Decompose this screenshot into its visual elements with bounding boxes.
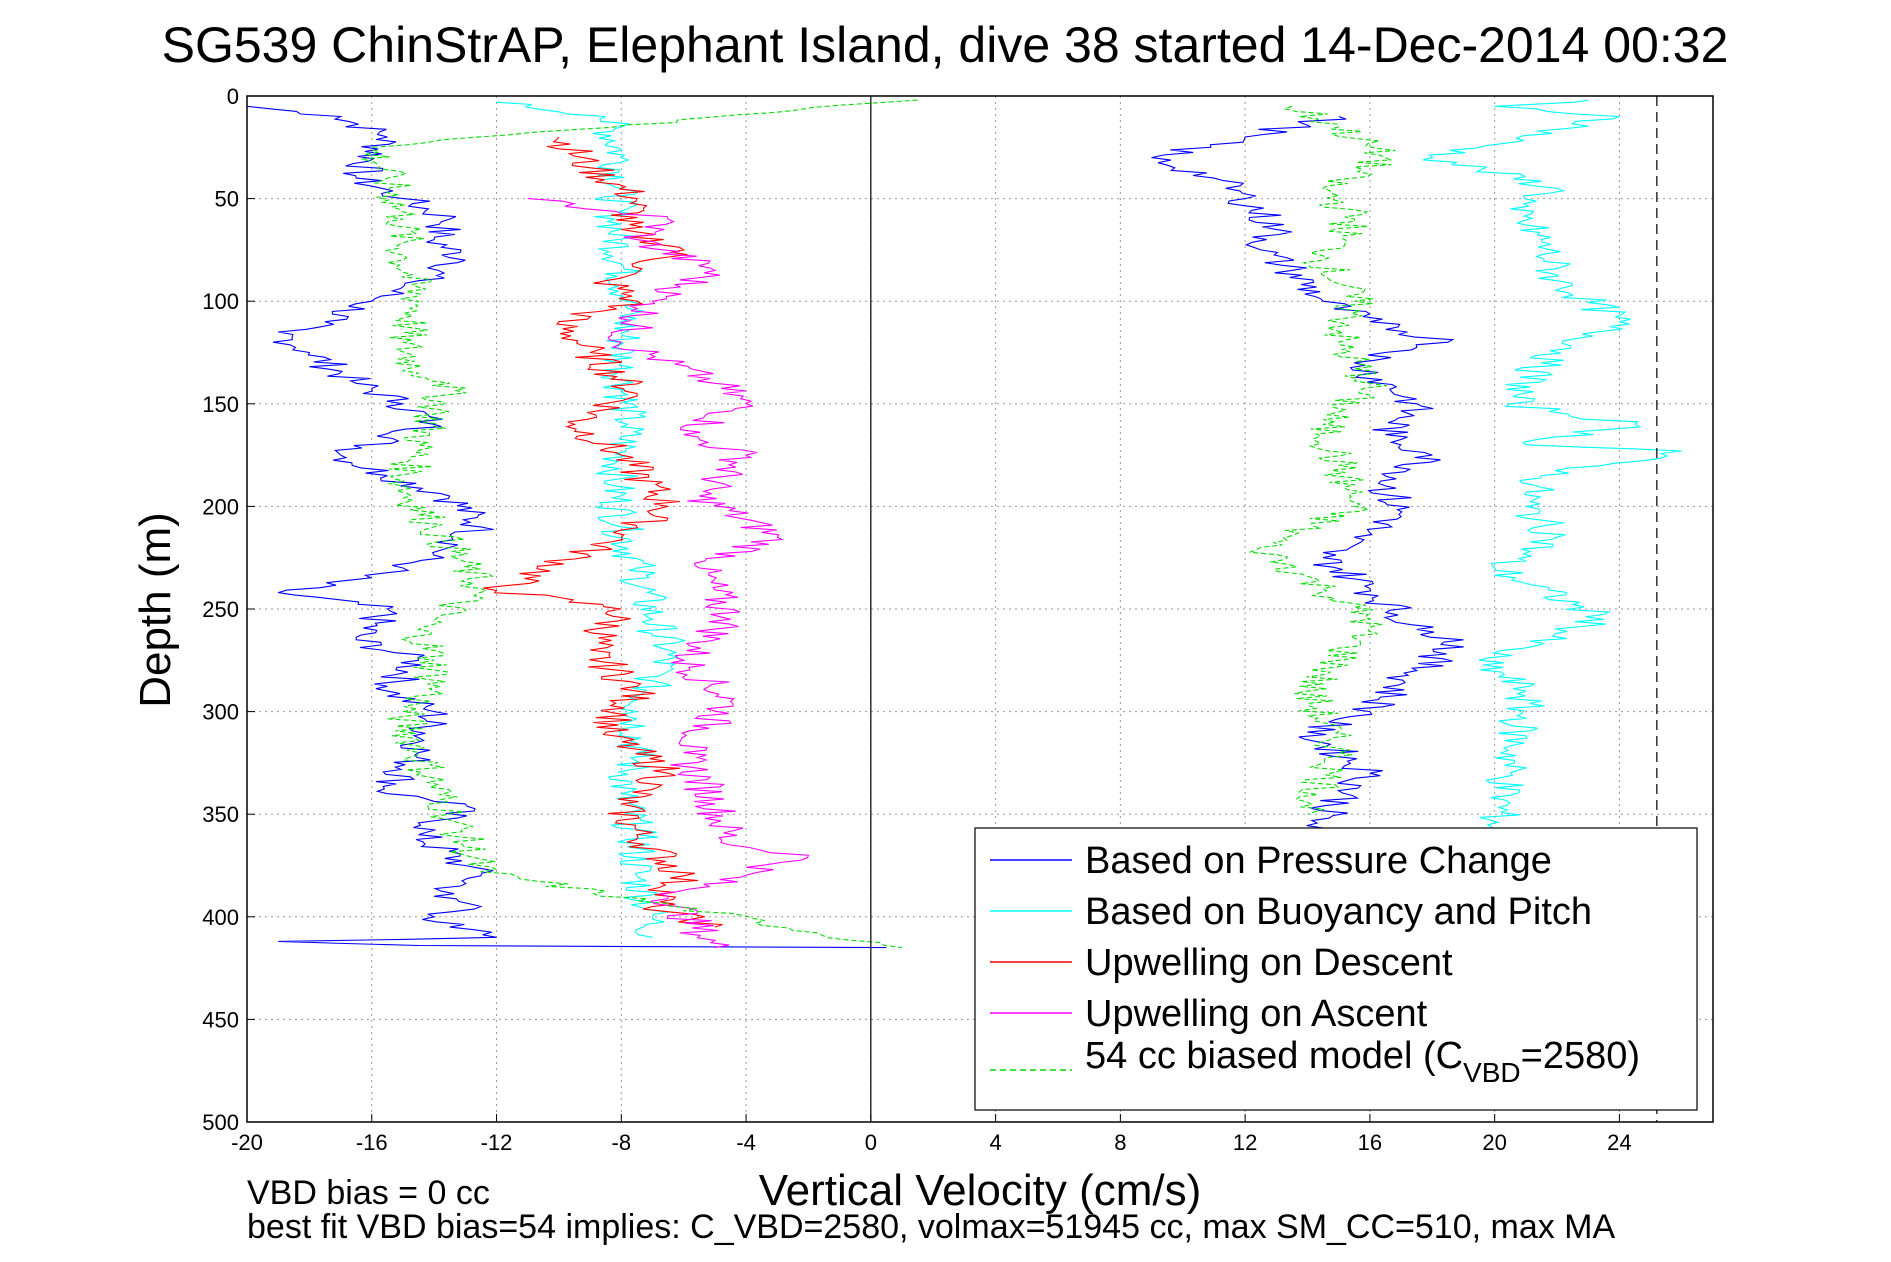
y-tick-label: 100 [202,289,239,314]
x-axis-label: Vertical Velocity (cm/s) [759,1166,1202,1215]
x-tick-label: 12 [1233,1130,1257,1155]
legend-label-4: 54 cc biased model (CVBD=2580) [1085,1035,1640,1088]
legend-label-4-suffix: =2580) [1521,1035,1640,1077]
y-tick-label: 200 [202,494,239,519]
x-tick-label: 8 [1114,1130,1126,1155]
y-tick-label: 250 [202,597,239,622]
legend-label-1: Based on Buoyancy and Pitch [1085,891,1592,933]
y-tick-label: 450 [202,1007,239,1032]
series-line-0 [246,105,887,949]
x-tick-label: 4 [989,1130,1001,1155]
x-tick-label: -16 [356,1130,388,1155]
x-tick-label: -4 [736,1130,756,1155]
series-layer [246,99,1682,949]
y-tick-label: 300 [202,700,239,725]
legend-label-0: Based on Pressure Change [1085,840,1552,882]
x-tick-label: -8 [612,1130,632,1155]
y-tick-label: 400 [202,905,239,930]
x-tick-label: -12 [481,1130,513,1155]
y-tick-label: 150 [202,392,239,417]
x-tick-label: 16 [1358,1130,1382,1155]
series-line-7 [1249,105,1396,815]
legend-label-4-subscript: VBD [1463,1057,1521,1088]
series-line-1 [496,101,687,938]
y-tick-label: 350 [202,802,239,827]
series-line-3 [527,198,810,949]
legend-label-3: Upwelling on Ascent [1085,993,1428,1035]
legend: Based on Pressure Change Based on Buoyan… [974,827,1698,1111]
x-tick-label: 0 [865,1130,877,1155]
y-tick-label: 50 [215,187,239,212]
legend-label-4-prefix: 54 cc biased model (C [1085,1035,1463,1077]
series-line-5 [1151,115,1464,832]
series-line-6 [1422,99,1682,836]
series-line-4 [361,99,918,949]
best-fit-note: best fit VBD bias=54 implies: C_VBD=2580… [247,1208,1616,1246]
legend-label-2: Upwelling on Descent [1085,942,1453,984]
x-tick-label: 20 [1482,1130,1506,1155]
x-tick-label: 24 [1607,1130,1631,1155]
legend-box [974,827,1698,1111]
vbd-bias-note: VBD bias = 0 cc [247,1174,490,1212]
x-tick-label: -20 [231,1130,263,1155]
y-tick-label: 500 [202,1110,239,1135]
axis-ticks: -20 -16 -12 -8 -4 0 4 8 12 16 20 24 0 50 100 150 200 250 3… [202,84,1631,1155]
chart-title: SG539 ChinStrAP, Elephant Island, dive 3… [162,17,1729,73]
series-line-2 [483,136,723,928]
y-axis-label: Depth (m) [131,512,180,708]
y-tick-label: 0 [227,84,239,109]
